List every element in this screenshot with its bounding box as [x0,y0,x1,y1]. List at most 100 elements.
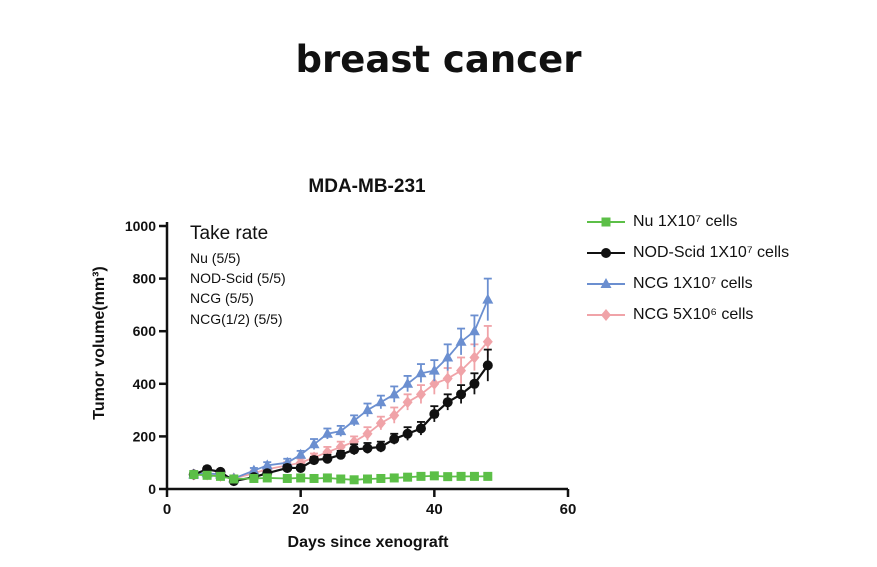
take-rate-line: NCG (5/5) [190,290,254,306]
x-tick-label: 0 [163,501,171,518]
data-point [309,455,320,466]
data-point [335,440,346,453]
take-rate-line: Nu (5/5) [190,250,241,266]
data-point [428,364,440,375]
take-rate-line: NOD-Scid (5/5) [190,270,286,286]
series-line [193,299,489,480]
plot-area [188,277,494,487]
legend-item: NCG 1X10⁷ cells [585,268,789,299]
x-tick-label: 40 [426,501,443,518]
data-point [483,471,493,481]
data-point [389,434,400,445]
data-point [321,427,333,438]
data-point [336,474,346,484]
data-point [389,473,399,483]
data-point [249,473,259,483]
legend-label: NOD-Scid 1X10⁷ cells [633,243,790,261]
data-point [335,449,346,460]
data-point [455,335,467,346]
data-point [308,438,320,449]
data-point [403,472,413,482]
chart-axes: 0 200 400 600 800 1000 0 20 40 60 [125,218,577,518]
legend-label: Nu 1X10⁷ cells [633,212,738,230]
legend-label: NCG 5X10⁶ cells [633,305,754,323]
data-point [322,473,332,483]
legend-swatch [585,215,627,229]
take-rate-line: NCG(1/2) (5/5) [190,311,283,327]
data-point [349,444,360,455]
data-point [443,472,453,482]
data-point [262,473,272,483]
data-point [429,409,440,420]
data-point [362,427,373,440]
take-rate-heading: Take rate [190,223,268,244]
data-point [442,397,453,408]
legend-item: NCG 5X10⁶ cells [585,299,789,330]
data-point [389,409,400,422]
y-tick-label: 800 [133,271,157,287]
data-point [375,417,386,430]
data-point [309,473,319,483]
data-point [189,470,199,480]
data-point [375,441,386,452]
data-point [229,474,239,484]
slide-title: breast cancer [295,38,582,81]
y-tick-label: 1000 [125,218,156,234]
legend-marker [601,308,611,321]
data-point [429,377,440,390]
data-point [415,423,426,434]
data-point [376,473,386,483]
legend-item: Nu 1X10⁷ cells [585,206,789,237]
legend-marker [600,277,612,288]
legend-swatch [585,308,627,322]
data-point [469,471,479,481]
data-point [442,372,453,385]
legend-item: NOD-Scid 1X10⁷ cells [585,237,789,268]
legend-label: NCG 1X10⁷ cells [633,274,753,292]
data-point [282,462,293,473]
data-point [335,425,347,436]
data-point [482,293,494,304]
data-point [349,475,359,485]
data-point [248,464,260,475]
data-point [415,388,426,401]
data-point [469,351,480,364]
y-axis-label: Tumor volume(mm³) [91,266,108,419]
data-point [348,414,360,425]
series-line [193,364,489,483]
data-point [322,453,333,464]
series-line [193,473,488,481]
y-tick-label: 600 [133,323,157,339]
data-point [362,443,373,454]
data-point [482,335,493,348]
series-0 [189,470,493,485]
data-point [215,471,225,481]
data-point [442,351,454,362]
y-tick-label: 400 [133,376,157,392]
chart-legend: Nu 1X10⁷ cells NOD-Scid 1X10⁷ cells NCG … [585,206,789,330]
data-point [402,377,414,388]
data-point [363,474,372,484]
data-point [362,404,373,415]
data-point [282,473,292,483]
take-rate-box: Take rate Nu (5/5) NOD-Scid (5/5) NCG (5… [190,223,286,327]
chart-title: MDA-MB-231 [308,176,426,197]
legend-marker [601,217,611,226]
data-point [375,396,387,407]
data-point [402,396,413,409]
data-point [415,367,427,378]
data-point [295,448,307,459]
data-point [456,364,467,377]
data-point [456,471,466,481]
data-point [296,473,306,483]
y-tick-label: 200 [133,428,157,444]
x-axis-label: Days since xenograft [288,534,450,551]
data-point [429,471,439,481]
data-point [402,428,413,439]
x-tick-label: 20 [292,501,309,518]
data-point [468,325,480,336]
y-tick-label: 0 [148,481,156,497]
data-point [202,470,212,480]
data-point [469,378,480,389]
